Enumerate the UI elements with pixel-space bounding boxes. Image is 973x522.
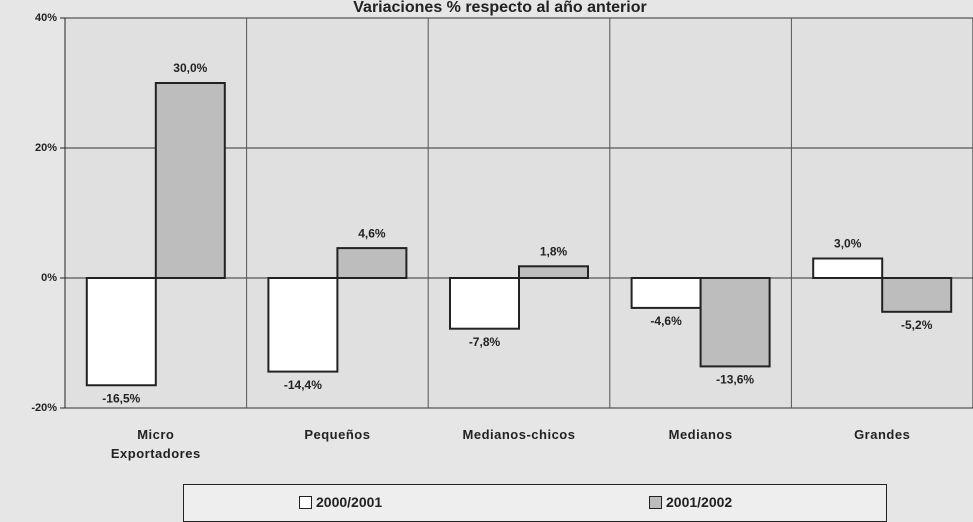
value-label: -4,6% — [650, 314, 682, 328]
legend-item: 2000/2001 — [299, 494, 382, 510]
bar — [881, 277, 953, 313]
value-label: -7,8% — [469, 335, 501, 349]
value-label: 1,8% — [540, 244, 568, 258]
value-label: 30,0% — [173, 61, 207, 75]
x-tick-label: Pequeños — [304, 427, 371, 442]
bar — [812, 257, 884, 279]
y-tick-label: 20% — [35, 142, 57, 154]
legend: 2000/2001 2001/2002 — [183, 484, 887, 522]
x-tick-label: Medianos-chicos — [462, 427, 576, 442]
legend-item: 2001/2002 — [649, 494, 732, 510]
x-tick-label: Medianos — [668, 427, 733, 442]
bar — [336, 247, 408, 280]
y-tick-label: -20% — [31, 402, 57, 414]
bar — [267, 277, 339, 373]
value-label: -14,4% — [284, 378, 322, 392]
bar — [85, 277, 157, 387]
chart-title: Variaciones % respecto al año anterior — [353, 0, 646, 16]
bar — [630, 277, 702, 309]
value-label: 4,6% — [358, 226, 386, 240]
value-label: -5,2% — [901, 318, 933, 332]
bar — [518, 265, 589, 279]
value-label: 3,0% — [834, 237, 862, 251]
value-label: -16,5% — [102, 391, 140, 405]
bar — [699, 277, 771, 368]
bar — [154, 82, 226, 279]
x-tick-label: Grandes — [854, 427, 911, 442]
value-label: -13,6% — [716, 373, 754, 387]
bar — [449, 277, 520, 330]
legend-label: 2001/2002 — [666, 494, 733, 510]
legend-swatch — [649, 495, 662, 509]
x-tick-label: Micro Exportadores — [110, 427, 201, 461]
y-tick-label: 0% — [41, 272, 57, 284]
legend-swatch — [299, 495, 312, 509]
legend-label: 2000/2001 — [316, 494, 383, 510]
y-tick-label: 40% — [35, 12, 57, 24]
